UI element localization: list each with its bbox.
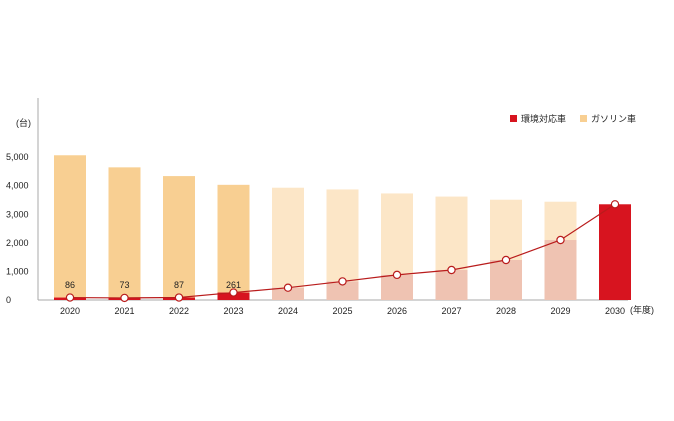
y-tick-label: 0 bbox=[6, 295, 11, 305]
legend-label-eco: 環境対応車 bbox=[521, 113, 566, 124]
x-axis-unit-label: (年度) bbox=[630, 304, 654, 315]
y-tick-label: 5,000 bbox=[6, 152, 29, 162]
y-tick-label: 3,000 bbox=[6, 209, 29, 219]
x-tick-label-2022: 2022 bbox=[169, 306, 189, 316]
x-tick-label-2027: 2027 bbox=[441, 306, 461, 316]
bar-eco-2028 bbox=[490, 260, 522, 300]
legend-label-gasoline: ガソリン車 bbox=[591, 113, 636, 124]
bar-gasoline-2021 bbox=[108, 167, 141, 298]
trend-point-2025 bbox=[338, 277, 347, 286]
x-tick-label-2024: 2024 bbox=[278, 306, 298, 316]
trend-point-2029 bbox=[556, 235, 565, 245]
trend-point-2024 bbox=[283, 283, 293, 292]
data-label-2023: 261 bbox=[226, 280, 241, 290]
trend-line-group bbox=[65, 200, 620, 303]
trend-point-2027 bbox=[447, 265, 456, 275]
trend-point-2023 bbox=[229, 288, 238, 297]
y-tick-label: 4,000 bbox=[6, 181, 29, 191]
x-tick-label-2021: 2021 bbox=[114, 306, 134, 316]
bar-eco-2024 bbox=[272, 287, 304, 300]
y-tick-label: 2,000 bbox=[6, 238, 29, 248]
trend-point-2022 bbox=[174, 293, 184, 302]
bars-group bbox=[54, 155, 631, 300]
x-tick-label-2026: 2026 bbox=[387, 306, 407, 316]
data-label-2020: 86 bbox=[65, 280, 75, 290]
data-label-2021: 73 bbox=[119, 280, 129, 290]
x-tick-label-2025: 2025 bbox=[332, 306, 352, 316]
bar-gasoline-2027 bbox=[435, 196, 468, 270]
bar-eco-2029 bbox=[544, 240, 577, 300]
x-tick-label-2029: 2029 bbox=[550, 306, 570, 316]
y-axis-ticks: 0 1,000 2,000 3,000 4,000 5,000 bbox=[6, 152, 29, 305]
bar-eco-2030 bbox=[599, 204, 631, 300]
data-label-2022: 87 bbox=[174, 280, 184, 290]
y-axis-unit-label: (台) bbox=[16, 117, 31, 128]
bar-gasoline-2022 bbox=[163, 176, 195, 298]
bar-gasoline-2023 bbox=[217, 184, 250, 293]
bar-gasoline-2025 bbox=[326, 189, 359, 282]
legend-swatch-gasoline bbox=[580, 115, 587, 122]
bar-eco-2025 bbox=[326, 281, 359, 300]
x-tick-label-2023: 2023 bbox=[223, 306, 243, 316]
data-labels: 86 73 87 261 bbox=[65, 280, 241, 290]
bar-eco-2027 bbox=[435, 270, 468, 300]
x-axis-tick-labels: 2020 2021 2022 2023 2024 2025 2026 2027 2028 2029… bbox=[60, 306, 625, 316]
legend-swatch-eco bbox=[510, 115, 517, 122]
trend-point-2020 bbox=[65, 293, 75, 302]
bar-gasoline-2026 bbox=[381, 193, 413, 275]
bar-gasoline-2028 bbox=[490, 199, 522, 260]
x-tick-label-2028: 2028 bbox=[496, 306, 516, 316]
y-tick-label: 1,000 bbox=[6, 266, 29, 276]
trend-point-2026 bbox=[392, 270, 402, 280]
bar-gasoline-2020 bbox=[54, 155, 86, 298]
trend-point-2030 bbox=[610, 200, 620, 209]
trend-point-2028 bbox=[501, 255, 511, 265]
x-tick-label-2020: 2020 bbox=[60, 306, 80, 316]
bar-gasoline-2029 bbox=[544, 201, 577, 240]
x-tick-label-2030: 2030 bbox=[605, 306, 625, 316]
trend-point-2021 bbox=[120, 293, 129, 303]
legend: 環境対応車 ガソリン車 bbox=[510, 113, 636, 124]
bar-gasoline-2024 bbox=[272, 187, 304, 288]
